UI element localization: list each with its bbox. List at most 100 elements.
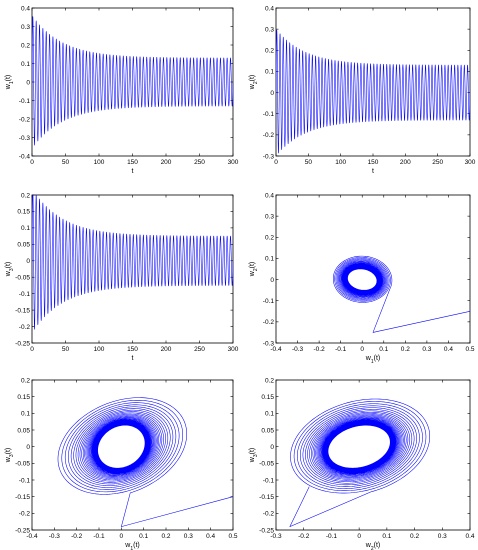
y-axis-label: w3(t): [5, 448, 15, 463]
y-tick-label: -0.2: [19, 324, 31, 331]
y-tick-label: -0.15: [15, 307, 30, 314]
x-tick-label: 0.4: [444, 346, 453, 353]
x-tick-label: 50: [305, 159, 313, 166]
y-tick-label: 0: [270, 277, 274, 284]
x-tick-label: -0.1: [335, 346, 347, 353]
y-tick-label: 0: [26, 79, 30, 86]
x-tick-label: 0: [30, 346, 34, 353]
y-tick-label: 0: [26, 258, 30, 265]
y-tick-label: -0.1: [263, 298, 275, 305]
x-tick-label: 100: [335, 159, 346, 166]
x-tick-label: 0.2: [161, 533, 170, 540]
y-tick-label: 0.3: [265, 26, 274, 33]
x-axis-label: t: [132, 355, 134, 362]
y-tick-label: -0.05: [259, 461, 274, 468]
x-tick-label: 0: [357, 533, 361, 540]
x-tick-label: 50: [62, 346, 70, 353]
y-tick-label: 0.1: [265, 69, 274, 76]
y-tick-label: 0.1: [265, 411, 274, 418]
x-tick-label: -0.3: [49, 533, 61, 540]
y-axis-label: w3(t): [5, 262, 15, 277]
x-tick-label: 300: [228, 346, 239, 353]
series-line: [332, 255, 470, 333]
x-tick-label: -0.4: [270, 346, 282, 353]
x-axis-label: w1(t): [124, 542, 139, 550]
chart-panel-4: -0.4 -0.3 -0.2 -0.1 0 0.1 0.2 0.3 0.4 0.5-0.3-0.2…: [249, 192, 475, 365]
y-tick-label: 0.05: [17, 427, 30, 434]
x-tick-label: -0.4: [26, 533, 38, 540]
y-tick-label: -0.1: [19, 98, 31, 105]
x-tick-label: 0.4: [206, 533, 215, 540]
x-tick-label: 0.3: [184, 533, 193, 540]
y-tick-label: -0.1: [19, 477, 31, 484]
x-tick-label: 200: [161, 159, 172, 166]
y-tick-label: 0.15: [17, 209, 30, 216]
y-tick-label: 0.2: [265, 235, 274, 242]
x-tick-label: -0.2: [314, 346, 326, 353]
x-tick-label: 150: [127, 159, 138, 166]
x-tick-label: -0.1: [326, 533, 338, 540]
y-tick-label: -0.05: [15, 461, 30, 468]
series-line: [276, 29, 470, 154]
y-tick-label: 0.1: [21, 411, 30, 418]
y-tick-label: -0.4: [19, 153, 31, 160]
x-tick-label: 100: [94, 346, 105, 353]
series-line: [289, 398, 430, 527]
y-tick-label: 0.4: [265, 192, 274, 199]
x-tick-label: -0.1: [93, 533, 105, 540]
x-tick-label: 300: [465, 159, 476, 166]
y-tick-label: 0.1: [265, 256, 274, 263]
x-axis-label: w1(t): [365, 355, 380, 365]
y-tick-label: -0.2: [19, 511, 31, 518]
x-tick-label: 0: [360, 346, 364, 353]
x-tick-label: 100: [94, 159, 105, 166]
y-tick-label: -0.1: [19, 291, 31, 298]
x-tick-label: 0: [120, 533, 124, 540]
y-tick-label: -0.3: [19, 135, 31, 142]
y-axis-label: w3(t): [249, 448, 259, 463]
chart-panel-3: 0 50 100 150 200 250 300 -0.25 -0.2 -0.15 -0.1 -0.0…: [5, 192, 239, 362]
series-line: [32, 16, 233, 146]
x-tick-label: 250: [194, 346, 205, 353]
x-axis-label: t: [372, 168, 374, 175]
y-axis-label: w2(t): [249, 75, 259, 90]
y-tick-label: 0.4: [21, 5, 30, 12]
x-tick-label: 0.5: [228, 533, 237, 540]
y-tick-label: -0.1: [263, 111, 275, 118]
y-tick-label: -0.25: [259, 527, 274, 534]
x-tick-label: 250: [194, 159, 205, 166]
x-axis-label: w2(t): [365, 542, 380, 550]
x-tick-label: 0.1: [379, 346, 388, 353]
chart-panel-1: 0 50 100 150 200 250 300 -0.4 -0.3 -0.2 -0.1 0 0.1 0.…: [5, 5, 239, 175]
y-axis-label: w2(t): [249, 262, 259, 277]
y-tick-label: -0.2: [263, 319, 275, 326]
y-tick-label: 0.2: [21, 42, 30, 49]
x-tick-label: 0: [30, 159, 34, 166]
y-tick-label: 0.3: [265, 213, 274, 220]
y-tick-label: -0.3: [263, 153, 275, 160]
x-tick-label: 0.3: [422, 346, 431, 353]
x-tick-label: 0.3: [438, 533, 447, 540]
y-tick-label: -0.15: [15, 494, 30, 501]
y-tick-label: 0.4: [265, 5, 274, 12]
y-tick-label: 0.15: [261, 394, 274, 401]
series-line: [32, 195, 233, 330]
x-tick-label: 300: [228, 159, 239, 166]
y-tick-label: -0.1: [263, 477, 275, 484]
x-tick-label: 0: [274, 159, 278, 166]
x-tick-label: 150: [368, 159, 379, 166]
chart-panel-5: -0.4 -0.3 -0.2 -0.1 0 0.1 0.2 0.3 0.4 0.5 -0.25 -0.…: [5, 377, 238, 550]
y-tick-label: 0.15: [17, 394, 30, 401]
x-tick-label: 0.2: [401, 346, 410, 353]
x-tick-label: 0.4: [465, 533, 474, 540]
y-tick-label: -0.3: [263, 340, 275, 347]
chart-panel-6: -0.3 -0.2 -0.1 0 0.1 0.2 0.3 0.4 -0.25 -0.2 -0.15 -…: [249, 377, 475, 550]
y-tick-label: 0: [270, 90, 274, 97]
y-tick-label: -0.05: [15, 275, 30, 282]
x-tick-label: -0.3: [270, 533, 282, 540]
chart-panel-2: 0 50 100 150 200 250 300 -0.3 -0.2 -0.1 0 0.1 0.2 0.3…: [249, 5, 476, 175]
x-tick-label: 0.1: [139, 533, 148, 540]
y-tick-label: 0.2: [21, 192, 30, 199]
x-tick-label: -0.3: [292, 346, 304, 353]
